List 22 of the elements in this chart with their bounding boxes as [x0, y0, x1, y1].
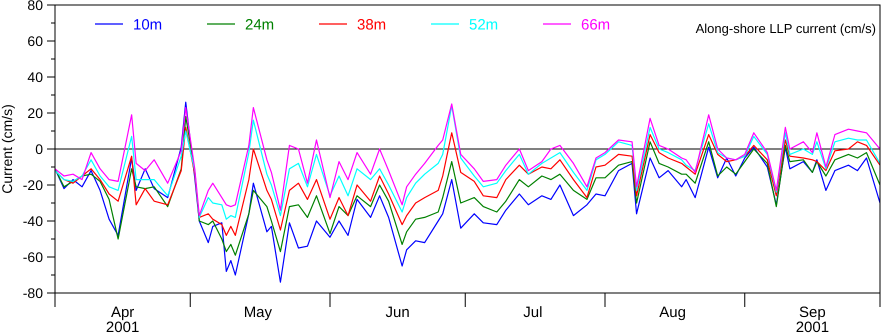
y-tick-label: 60: [27, 32, 44, 49]
x-tick-label: Jun: [386, 304, 410, 321]
legend-label: 52m: [469, 16, 498, 34]
y-tick-label: -80: [22, 284, 44, 301]
y-tick-label: -20: [22, 176, 44, 193]
y-tick-label: 0: [35, 140, 44, 157]
legend-label: 24m: [245, 16, 274, 34]
x-tick-label: May: [244, 304, 273, 321]
y-tick-label: 80: [27, 0, 44, 13]
x-tick-label: Apr 2001: [106, 304, 140, 336]
y-tick-label: -40: [22, 212, 44, 229]
y-axis-title: Current (cm/s): [0, 104, 15, 194]
legend-label: 10m: [133, 16, 162, 34]
y-tick-label: -60: [22, 248, 44, 265]
y-tick-label: 20: [27, 104, 44, 121]
legend-label: 38m: [357, 16, 386, 34]
y-tick-label: 40: [27, 68, 44, 85]
annotation: Along-shore LLP current (cm/s): [696, 21, 876, 36]
x-tick-label: Jul: [523, 304, 542, 321]
x-tick-label: Sep 2001: [796, 304, 830, 336]
legend-label: 66m: [581, 16, 610, 34]
x-tick-label: Aug: [659, 304, 686, 321]
